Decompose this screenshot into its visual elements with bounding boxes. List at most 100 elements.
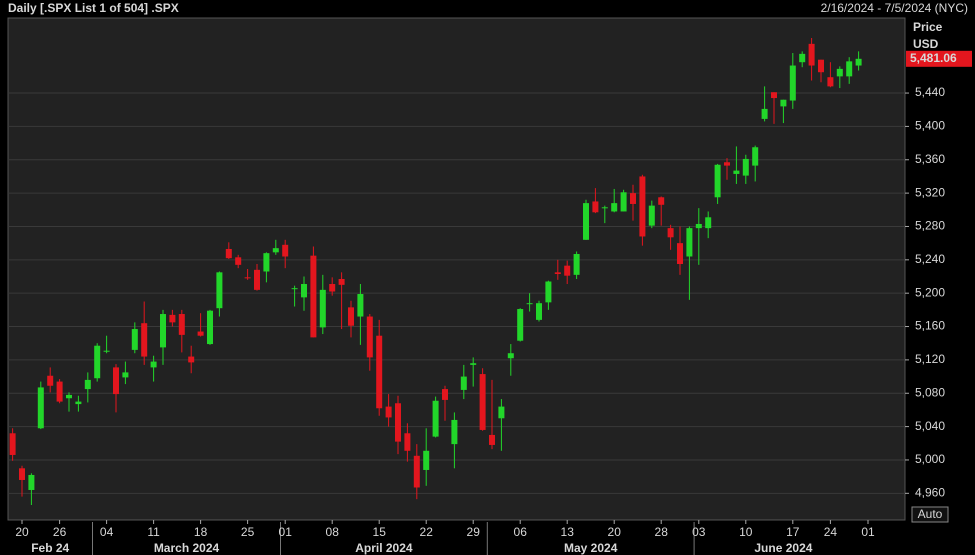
candle-body [301, 284, 307, 298]
candle-body [771, 92, 777, 99]
candle-body [103, 350, 110, 352]
x-tick-label: 04 [100, 525, 114, 539]
candle-body [19, 468, 25, 480]
x-tick-label: 24 [824, 525, 838, 539]
y-tick-label: 5,360 [915, 152, 945, 166]
candle-body [235, 257, 242, 265]
candle-body [84, 379, 91, 390]
y-axis-unit: USD [913, 37, 939, 51]
candle-body [733, 170, 740, 174]
chart-title: Daily [.SPX List 1 of 504] .SPX [8, 1, 179, 15]
candle-body [648, 205, 655, 226]
candle-body [601, 207, 608, 209]
candle-body [413, 455, 420, 488]
x-tick-label: 29 [467, 525, 481, 539]
candle-body [752, 147, 759, 166]
candle-body [244, 277, 251, 279]
candle-body [630, 193, 636, 204]
y-tick-label: 5,240 [915, 252, 945, 266]
candle-body [808, 43, 815, 66]
x-tick-label: 22 [420, 525, 434, 539]
candle-body [263, 253, 270, 272]
y-tick-label: 4,960 [915, 485, 945, 499]
y-axis-title: Price [913, 20, 943, 34]
y-tick-label: 5,440 [915, 85, 945, 99]
candle-body [573, 253, 580, 275]
candle-body [385, 406, 392, 418]
candle-body [225, 248, 232, 259]
candle-body [526, 303, 533, 305]
month-label: June 2024 [754, 541, 812, 555]
candle-body [9, 433, 16, 455]
candle-body [658, 197, 665, 205]
candle-body [592, 201, 599, 213]
candle-body [583, 203, 589, 240]
candle-body [329, 284, 336, 292]
candle-body [216, 272, 223, 309]
x-tick-label: 25 [241, 525, 255, 539]
candle-body [479, 374, 486, 430]
candle-body [319, 289, 326, 328]
candle-body [207, 310, 213, 345]
candle-body [855, 58, 862, 66]
candle-body [254, 269, 260, 290]
candle-body [395, 403, 401, 442]
y-tick-label: 5,080 [915, 385, 945, 399]
candle-body [705, 217, 712, 229]
x-tick-label: 26 [53, 525, 67, 539]
candle-body [37, 387, 44, 429]
last-price-box [906, 50, 972, 67]
candle-body [789, 65, 796, 101]
candle-body [827, 77, 834, 87]
scale-button[interactable] [911, 506, 949, 523]
scale-mode[interactable]: Auto [918, 507, 943, 521]
x-tick-label: 15 [373, 525, 387, 539]
candle-body [113, 367, 119, 395]
candle-body [620, 192, 627, 212]
candle-body [141, 323, 148, 357]
candle-body [376, 335, 383, 409]
x-tick-label: 10 [739, 525, 753, 539]
candle-body [639, 176, 646, 237]
x-tick-label: 06 [514, 525, 528, 539]
candle-body [310, 255, 317, 338]
candle-body [536, 303, 542, 320]
candle-body [489, 434, 495, 445]
x-tick-label: 03 [692, 525, 706, 539]
candle-body [818, 59, 824, 73]
candle-body [169, 314, 176, 323]
y-tick-label: 5,280 [915, 219, 945, 233]
x-tick-label: 17 [786, 525, 800, 539]
x-tick-label: 13 [561, 525, 575, 539]
candle-body [498, 406, 505, 419]
candle-body [122, 372, 129, 378]
candle-body [460, 376, 467, 390]
month-label: May 2024 [564, 541, 618, 555]
candle-body [75, 401, 82, 405]
candle-body [677, 243, 683, 264]
candle-body [66, 394, 72, 399]
candle-body [686, 228, 693, 257]
candle-body [836, 68, 843, 77]
x-tick-label: 08 [326, 525, 340, 539]
candle-body [197, 331, 204, 336]
x-tick-label: 01 [279, 525, 293, 539]
y-tick-label: 5,200 [915, 285, 945, 299]
candle-body [442, 389, 448, 400]
candle-body [470, 363, 477, 365]
candle-body [724, 162, 730, 166]
candle-body [545, 281, 552, 303]
candle-body [272, 248, 279, 253]
candle-body [667, 228, 674, 238]
candle-body [357, 294, 364, 317]
candle-body [695, 223, 702, 229]
candle-body [291, 288, 298, 290]
candle-body [517, 309, 524, 341]
candle-body [761, 108, 768, 119]
y-tick-label: 5,120 [915, 352, 945, 366]
y-tick-label: 5,040 [915, 419, 945, 433]
y-tick-label: 5,400 [915, 119, 945, 133]
candle-body [338, 279, 345, 285]
